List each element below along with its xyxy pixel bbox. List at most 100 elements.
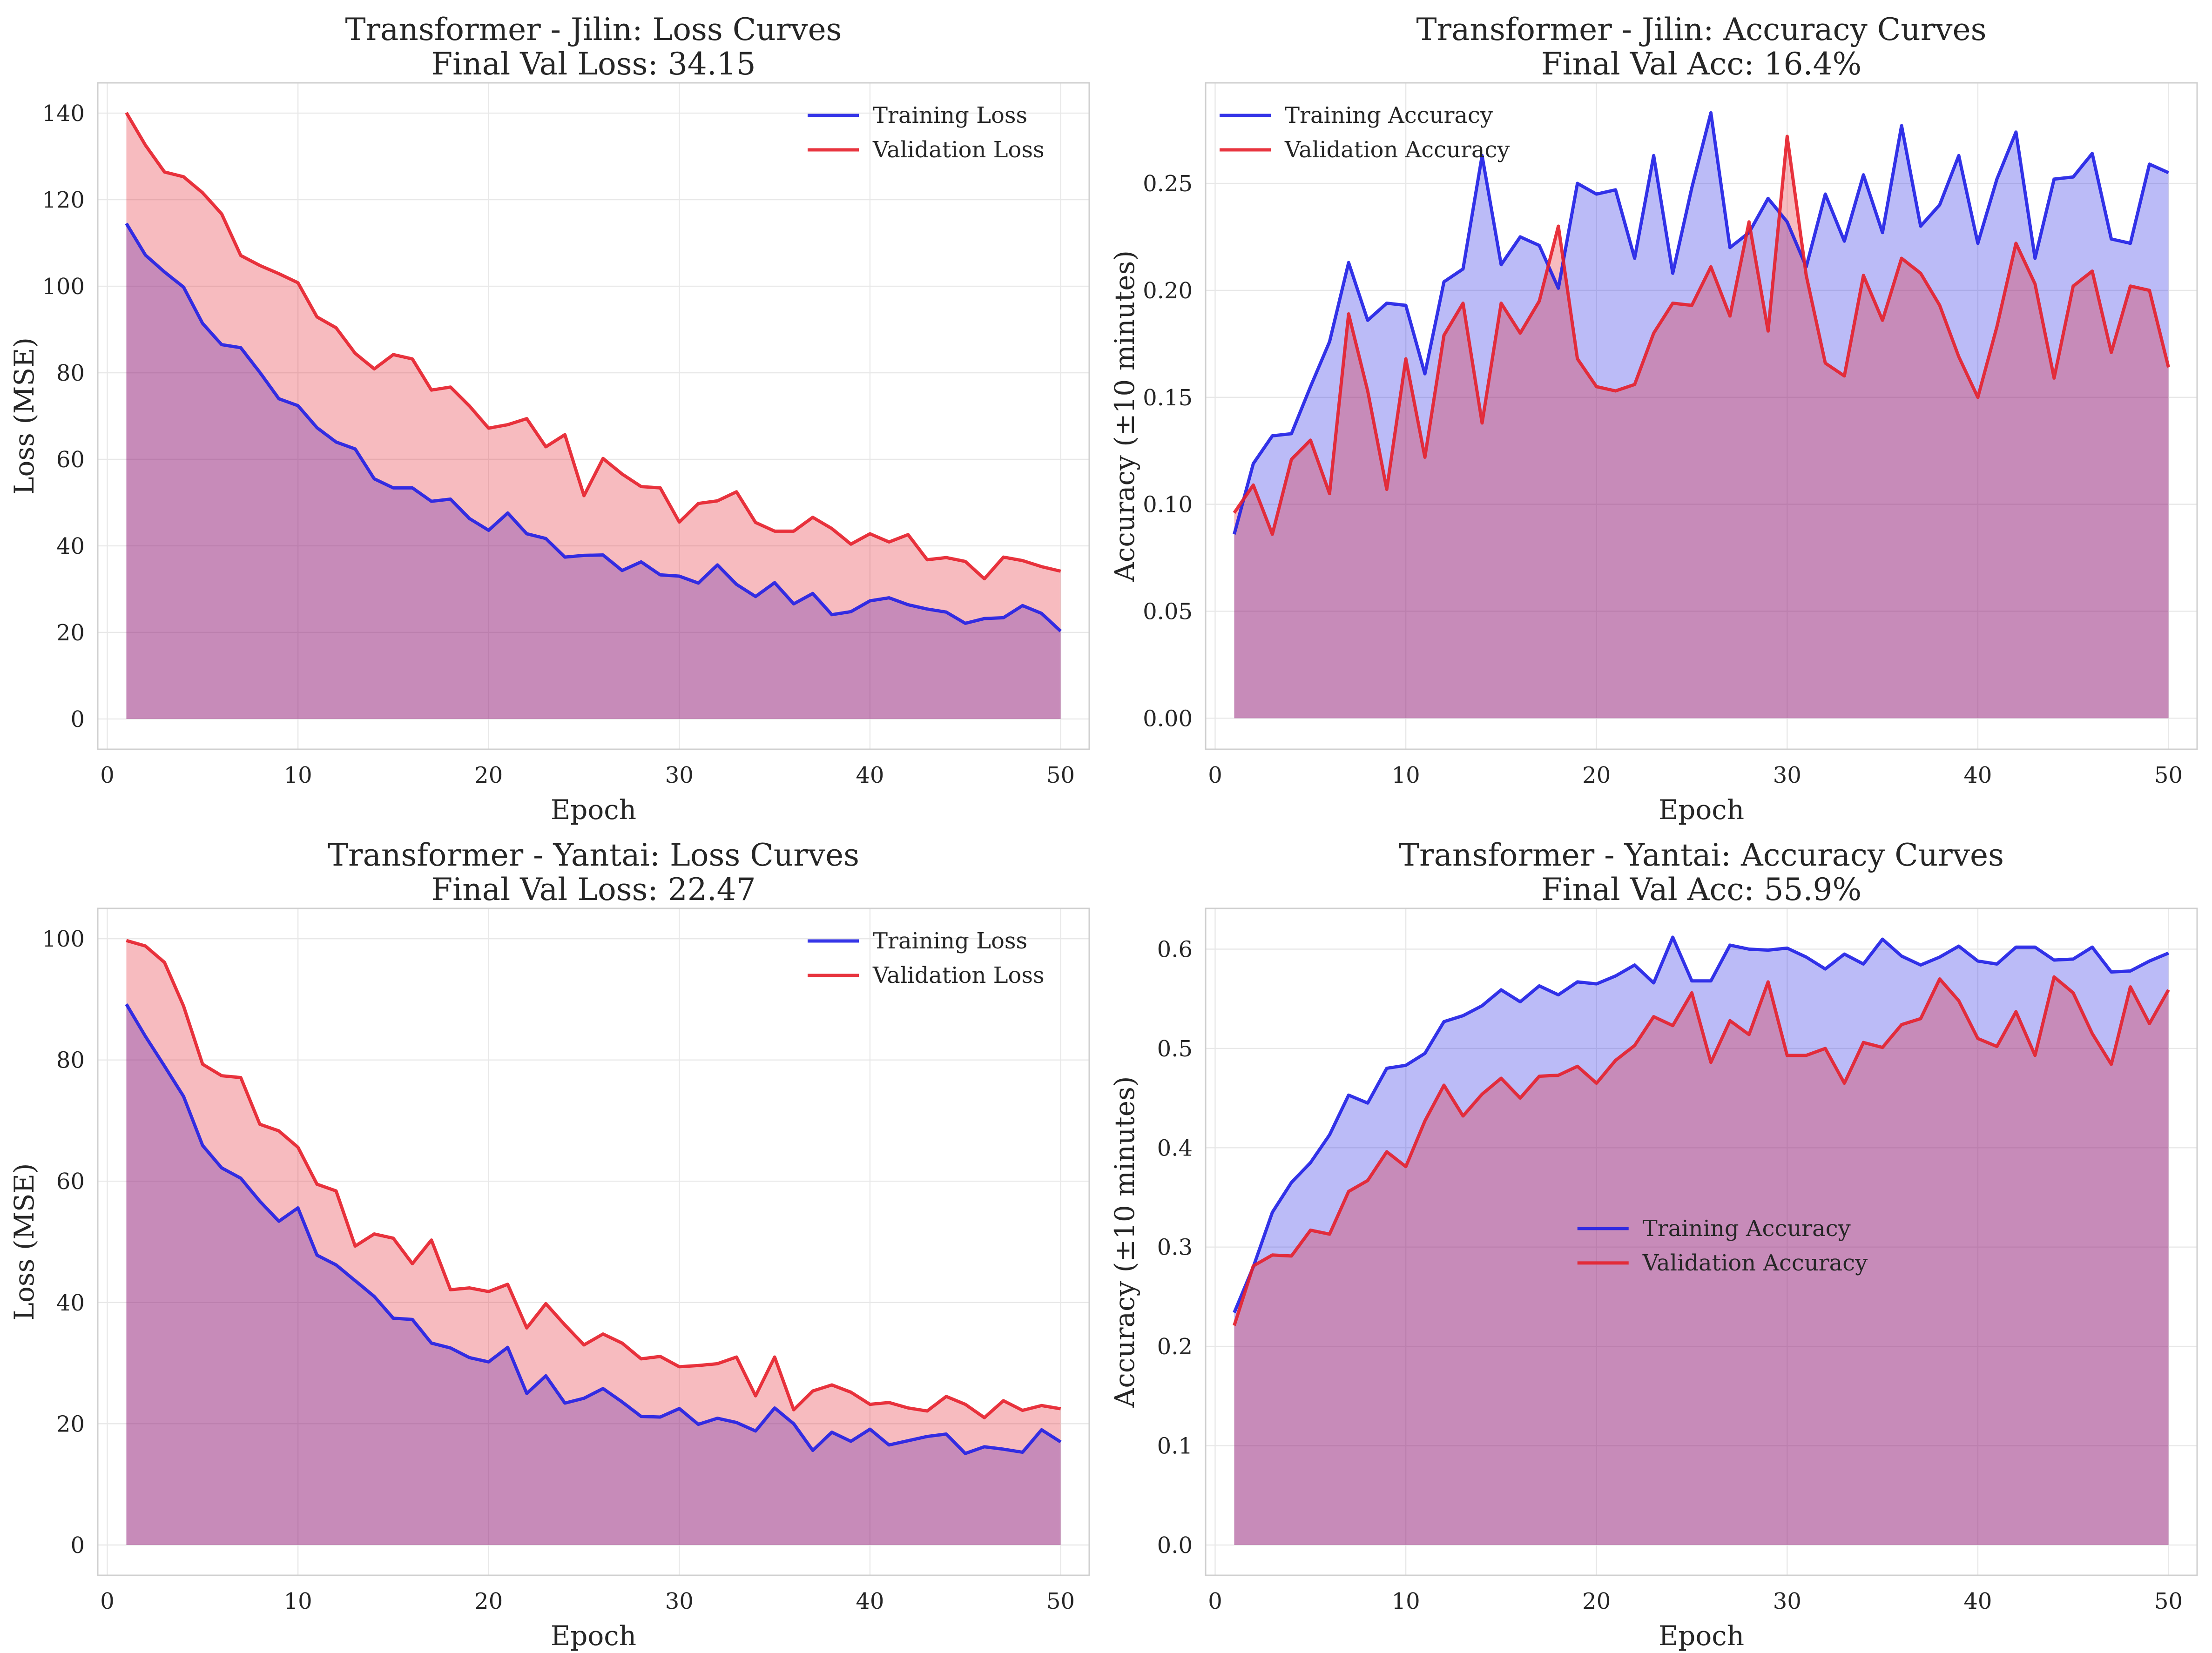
validation-area-fill	[1234, 136, 2169, 719]
y-tick-label: 60	[56, 1169, 85, 1195]
plot-area	[1206, 83, 2197, 749]
chart-title: Transformer - Yantai: Accuracy Curves	[1399, 837, 2004, 873]
y-axis-label: Loss (MSE)	[8, 1163, 40, 1320]
x-tick-label: 20	[474, 762, 503, 788]
y-tick-label: 100	[42, 926, 85, 952]
chart-subtitle: Final Val Loss: 22.47	[431, 872, 755, 907]
chart-title: Transformer - Jilin: Accuracy Curves	[1416, 12, 1987, 47]
x-axis-label: Epoch	[1659, 1620, 1744, 1652]
x-tick-label: 10	[1392, 1588, 1420, 1614]
x-tick-label: 40	[856, 1588, 884, 1614]
y-tick-label: 0.5	[1157, 1036, 1193, 1062]
x-tick-label: 50	[2154, 1588, 2183, 1614]
training-series-line	[1233, 935, 2169, 1313]
legend: Training Accuracy Validation Accuracy	[1220, 102, 1510, 163]
y-tick-label: 140	[42, 101, 85, 127]
y-tick-label: 0.6	[1157, 936, 1193, 962]
legend-label-validation: Validation Loss	[872, 962, 1045, 988]
series-group	[1233, 935, 2170, 1545]
x-tick-label: 40	[856, 762, 884, 788]
x-tick-label: 20	[474, 1588, 503, 1614]
x-tick-label: 30	[1773, 762, 1801, 788]
legend: Training Loss Validation Loss	[808, 928, 1045, 988]
chart-panel-top-right: 0 10 20 30 40 50 0.00 0.05 0.10 0.15 0.20 0.25 Epoch…	[1109, 12, 2198, 826]
training-area-fill	[126, 1004, 1061, 1545]
validation-series-line	[125, 112, 1061, 581]
x-tick-label: 20	[1582, 1588, 1611, 1614]
series-group	[125, 112, 1062, 719]
training-area-fill	[1234, 937, 2169, 1545]
validation-series-line	[1233, 134, 2170, 536]
y-tick-label: 0	[70, 1532, 85, 1559]
y-tick-label: 0.15	[1143, 385, 1193, 411]
plot-area	[98, 908, 1089, 1575]
legend-label-validation: Validation Loss	[872, 137, 1045, 163]
axes-frame	[1205, 82, 2198, 750]
x-tick-label: 10	[284, 1588, 312, 1614]
x-tick-label: 30	[665, 762, 694, 788]
y-tick-label: 0.25	[1143, 171, 1193, 197]
y-tick-label: 0.0	[1157, 1532, 1193, 1559]
y-tick-label: 60	[56, 447, 85, 473]
chart-subtitle: Final Val Acc: 16.4%	[1541, 46, 1861, 82]
axes-frame	[1205, 907, 2198, 1576]
y-tick-label: 0.2	[1157, 1334, 1193, 1360]
chart-panel-bottom-left: 0 10 20 30 40 50 0 20 40 60 80 100 Epoch Loss (MSE) Tr…	[8, 837, 1090, 1652]
validation-area-fill	[126, 113, 1061, 719]
y-tick-label: 0.00	[1143, 706, 1193, 732]
chart-panel-top-left: 0 10 20 30 40 50 0 20 40 60 80 100 120 140 Epoch Loss (…	[8, 12, 1090, 826]
plot-area	[1206, 908, 2197, 1575]
x-tick-label: 50	[1046, 762, 1075, 788]
chart-panel-bottom-right: 0 10 20 30 40 50 0.0 0.1 0.2 0.3 0.4 0.5 0.6 Epoch Acc…	[1109, 837, 2198, 1652]
legend-label-training: Training Accuracy	[1285, 102, 1493, 128]
chart-title: Transformer - Yantai: Loss Curves	[328, 837, 859, 873]
chart-title: Transformer - Jilin: Loss Curves	[345, 12, 842, 47]
y-tick-label: 0.05	[1143, 598, 1193, 625]
training-series-line	[1233, 111, 2169, 535]
training-area-fill	[1234, 113, 2169, 719]
x-tick-label: 10	[1392, 762, 1420, 788]
y-tick-label: 0.3	[1157, 1235, 1193, 1261]
legend-label-validation: Validation Accuracy	[1642, 1250, 1868, 1276]
x-tick-label: 30	[1773, 1588, 1801, 1614]
x-tick-label: 0	[100, 1588, 115, 1614]
y-tick-label: 0.10	[1143, 492, 1193, 518]
x-axis-label: Epoch	[1659, 794, 1744, 826]
legend: Training Loss Validation Loss	[808, 102, 1045, 163]
training-area-fill	[126, 223, 1061, 719]
plot-area	[98, 83, 1089, 749]
y-tick-label: 80	[56, 360, 85, 386]
x-axis-label: Epoch	[551, 1620, 636, 1652]
x-tick-label: 20	[1582, 762, 1611, 788]
training-series-line	[125, 1003, 1062, 1455]
validation-area-fill	[126, 941, 1061, 1545]
axes-frame	[97, 907, 1090, 1576]
y-tick-label: 0.4	[1157, 1135, 1193, 1161]
y-tick-label: 0.1	[1157, 1433, 1193, 1459]
legend: Training Accuracy Validation Accuracy	[1577, 1216, 1868, 1276]
y-axis-label: Accuracy (±10 minutes)	[1109, 1076, 1140, 1408]
x-tick-label: 30	[665, 1588, 694, 1614]
x-axis-label: Epoch	[551, 794, 636, 826]
x-tick-label: 10	[284, 762, 312, 788]
chart-subtitle: Final Val Loss: 34.15	[431, 46, 755, 82]
y-tick-label: 20	[56, 620, 85, 646]
y-tick-label: 40	[56, 1290, 85, 1316]
x-tick-label: 40	[1963, 762, 1992, 788]
x-tick-label: 0	[100, 762, 115, 788]
legend-label-training: Training Loss	[873, 928, 1027, 954]
x-tick-label: 50	[1046, 1588, 1075, 1614]
series-group	[1233, 111, 2170, 719]
x-tick-label: 50	[2154, 762, 2183, 788]
legend-label-training: Training Accuracy	[1643, 1216, 1851, 1242]
legend-label-validation: Validation Accuracy	[1284, 137, 1510, 163]
series-group	[125, 939, 1062, 1545]
y-tick-label: 40	[56, 533, 85, 559]
training-series-line	[125, 222, 1062, 632]
validation-series-line	[126, 939, 1061, 1419]
x-tick-label: 40	[1963, 1588, 1992, 1614]
x-tick-label: 0	[1208, 762, 1222, 788]
y-tick-label: 0.20	[1143, 278, 1193, 304]
y-tick-label: 100	[42, 274, 85, 300]
